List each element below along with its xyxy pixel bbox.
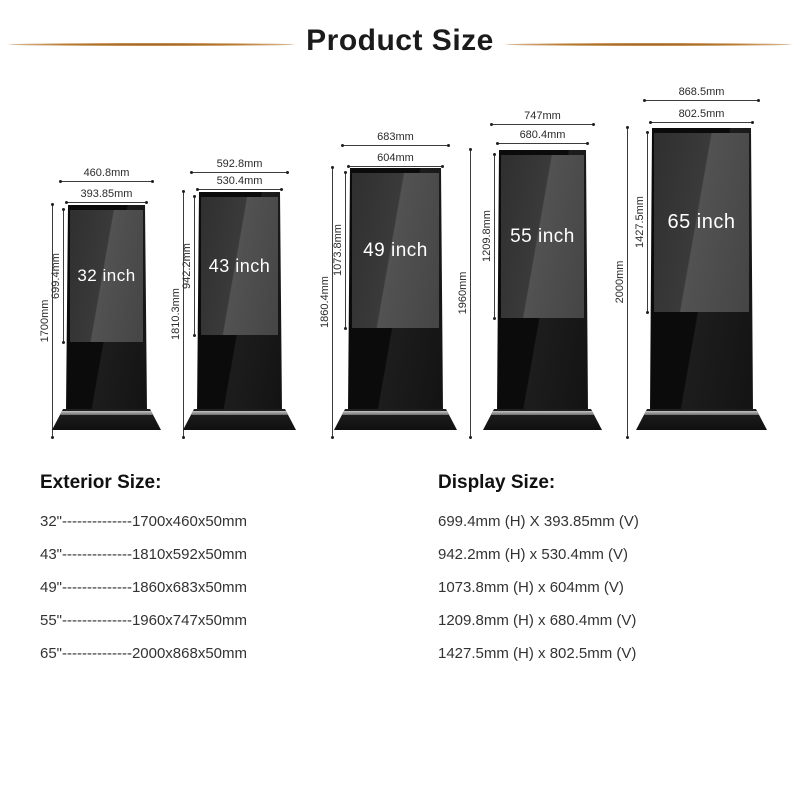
exterior-size-row: 32"--------------1700x460x50mm <box>40 513 248 530</box>
kiosk-screen: 32 inch <box>70 210 143 342</box>
page-title: Product Size <box>306 24 494 57</box>
display-size-row: 1073.8mm (H) x 604mm (V) <box>438 579 624 596</box>
kiosk-body: 32 inch <box>66 205 147 412</box>
dim-line-exterior-height <box>469 148 472 439</box>
kiosk-body: 43 inch <box>197 192 282 412</box>
dim-label-exterior-height: 1960mm <box>457 271 469 315</box>
dim-line-exterior-width <box>59 180 154 183</box>
dim-line-display-height <box>493 153 496 320</box>
exterior-size-row: 43"--------------1810x592x50mm <box>40 546 248 563</box>
exterior-size-heading: Exterior Size: <box>40 472 162 493</box>
dim-label-exterior-width: 683mm <box>377 131 414 143</box>
dim-label-display-height: 1209.8mm <box>481 210 493 262</box>
kiosk-base <box>183 409 296 430</box>
dim-line-exterior-width <box>341 144 450 147</box>
dim-label-display-width: 393.85mm <box>80 188 133 200</box>
kiosk-size-label: 65 inch <box>667 211 736 233</box>
exterior-size-row: 55"--------------1960x747x50mm <box>40 612 248 629</box>
dim-line-display-height <box>344 171 347 330</box>
dim-label-display-width: 530.4mm <box>216 175 263 187</box>
dim-line-exterior-height <box>182 190 185 439</box>
dim-label-display-height: 1073.8mm <box>332 224 344 276</box>
dim-line-display-height <box>193 195 196 337</box>
dim-line-display-width <box>65 201 148 204</box>
dim-label-exterior-width: 592.8mm <box>216 158 263 170</box>
exterior-size-row: 65"--------------2000x868x50mm <box>40 645 248 662</box>
dim-line-exterior-width <box>643 99 760 102</box>
dim-line-display-height <box>646 131 649 314</box>
display-size-row: 1209.8mm (H) x 680.4mm (V) <box>438 612 637 629</box>
dim-label-exterior-height: 2000mm <box>614 260 626 304</box>
display-size-row: 942.2mm (H) x 530.4mm (V) <box>438 546 629 563</box>
kiosk-screen: 65 inch <box>654 133 749 312</box>
dim-line-display-width <box>196 188 283 191</box>
dim-label-exterior-width: 460.8mm <box>83 167 130 179</box>
kiosk-size-label: 32 inch <box>77 266 136 285</box>
dim-line-exterior-width <box>190 171 289 174</box>
dim-line-display-width <box>496 142 589 145</box>
display-size-heading: Display Size: <box>438 472 556 493</box>
dim-label-exterior-width: 747mm <box>524 110 561 122</box>
kiosk-base <box>334 409 457 430</box>
dim-line-display-height <box>62 208 65 344</box>
kiosk-base <box>483 409 602 430</box>
display-size-row: 1427.5mm (H) x 802.5mm (V) <box>438 645 637 662</box>
dim-line-exterior-height <box>51 203 54 439</box>
decorative-line-left <box>8 43 295 46</box>
dim-label-display-height: 1427.5mm <box>634 196 646 248</box>
decorative-line-right <box>505 43 792 46</box>
exterior-size-row: 49"--------------1860x683x50mm <box>40 579 248 596</box>
dim-label-exterior-width: 868.5mm <box>678 86 725 98</box>
kiosk-body: 49 inch <box>348 168 443 412</box>
dim-line-display-width <box>347 165 444 168</box>
dim-label-display-width: 802.5mm <box>678 108 725 120</box>
kiosk-base <box>636 409 767 430</box>
dim-line-exterior-width <box>490 123 595 126</box>
kiosk-body: 65 inch <box>650 128 753 412</box>
kiosk-base <box>52 409 161 430</box>
kiosk-size-label: 55 inch <box>510 225 575 247</box>
dim-label-exterior-height: 1860.4mm <box>319 276 331 328</box>
display-size-row: 699.4mm (H) X 393.85mm (V) <box>438 513 639 530</box>
dim-label-display-width: 604mm <box>377 152 414 164</box>
kiosk-screen: 55 inch <box>501 155 584 318</box>
dim-line-exterior-height <box>626 126 629 439</box>
dim-label-display-height: 942.2mm <box>181 243 193 289</box>
kiosk-screen: 43 inch <box>201 197 278 335</box>
dim-line-display-width <box>649 121 754 124</box>
dim-line-exterior-height <box>331 166 334 439</box>
dim-label-display-width: 680.4mm <box>519 129 566 141</box>
dim-label-display-height: 699.4mm <box>50 253 62 299</box>
kiosk-size-label: 43 inch <box>208 255 271 276</box>
kiosk-body: 55 inch <box>497 150 588 412</box>
kiosk-screen: 49 inch <box>352 173 439 328</box>
kiosk-size-label: 49 inch <box>363 239 428 261</box>
